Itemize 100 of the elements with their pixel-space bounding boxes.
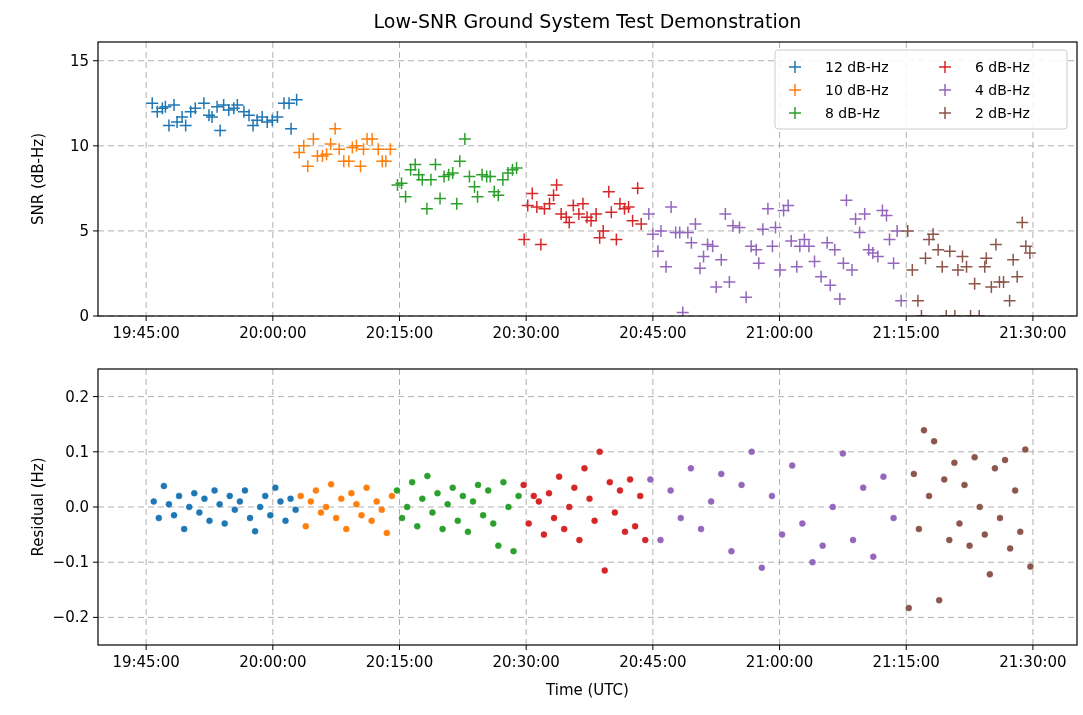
point <box>155 514 163 522</box>
point <box>946 536 953 544</box>
point <box>592 230 607 245</box>
point <box>576 196 590 211</box>
point <box>345 140 360 155</box>
point <box>1022 446 1029 453</box>
point <box>459 492 467 500</box>
point <box>226 492 233 500</box>
point <box>419 495 426 502</box>
point <box>398 514 406 522</box>
legend-label: 12 dB-Hz <box>825 59 889 75</box>
point <box>571 484 578 491</box>
point <box>920 427 928 434</box>
point <box>591 517 598 525</box>
point <box>495 542 502 549</box>
point <box>525 186 540 201</box>
y-tick-label: −0.1 <box>52 553 89 572</box>
point <box>449 484 456 491</box>
point <box>654 224 668 238</box>
point <box>420 202 434 216</box>
point <box>534 237 548 252</box>
point <box>631 523 639 530</box>
point <box>596 448 603 456</box>
point <box>849 536 857 544</box>
point <box>776 203 791 218</box>
point <box>626 476 634 483</box>
point <box>852 225 867 240</box>
point <box>930 438 938 445</box>
point <box>319 147 334 162</box>
point <box>732 220 747 235</box>
point <box>978 259 992 274</box>
point <box>390 178 405 192</box>
point <box>951 459 958 467</box>
point <box>890 224 904 238</box>
point <box>428 157 443 172</box>
y-tick-label: 10 <box>69 136 89 155</box>
point <box>211 487 218 494</box>
point <box>859 484 867 491</box>
point <box>799 520 806 527</box>
x-tick-label: 21:00:00 <box>745 324 814 342</box>
point <box>996 514 1004 522</box>
point <box>647 476 654 483</box>
point <box>880 473 887 480</box>
point <box>408 478 416 486</box>
point <box>353 500 360 508</box>
point <box>537 202 552 216</box>
point <box>646 227 660 242</box>
point <box>429 509 436 516</box>
point <box>379 154 393 168</box>
point <box>282 96 296 111</box>
point <box>748 448 755 456</box>
point <box>581 465 588 472</box>
point <box>989 237 1003 252</box>
point <box>197 96 211 111</box>
point <box>227 101 241 116</box>
point <box>602 185 616 199</box>
point <box>315 149 330 163</box>
point <box>1017 528 1024 536</box>
point <box>630 181 645 196</box>
point <box>434 489 441 497</box>
x-tick-label: 20:00:00 <box>239 324 307 342</box>
point <box>651 244 665 259</box>
point <box>991 465 999 472</box>
point <box>918 251 933 265</box>
point <box>684 236 699 250</box>
point <box>312 487 320 494</box>
point <box>848 212 863 226</box>
point <box>761 202 775 216</box>
point <box>625 213 640 228</box>
point <box>256 503 264 511</box>
y-axis-title: Residual (Hz) <box>29 457 47 557</box>
point <box>183 105 198 119</box>
point <box>967 276 982 291</box>
point <box>530 492 538 500</box>
point <box>955 249 970 264</box>
point <box>657 536 664 544</box>
x-tick-label: 21:15:00 <box>872 653 940 671</box>
point <box>664 200 678 214</box>
point <box>306 132 321 146</box>
point <box>450 196 464 211</box>
point <box>246 118 260 133</box>
point <box>348 489 355 497</box>
point <box>611 509 619 516</box>
point <box>540 531 548 538</box>
point <box>910 470 918 478</box>
point <box>479 512 487 519</box>
point <box>196 509 203 516</box>
point <box>371 142 385 156</box>
x-tick-label: 20:30:00 <box>492 324 560 342</box>
point <box>337 495 345 502</box>
legend-label: 4 dB-Hz <box>975 82 1030 98</box>
point <box>738 481 745 489</box>
point <box>188 101 203 116</box>
point <box>807 254 822 269</box>
point <box>809 558 816 566</box>
point <box>467 179 482 194</box>
point <box>642 207 656 221</box>
point <box>496 173 510 187</box>
point <box>823 278 837 293</box>
point <box>317 509 325 516</box>
